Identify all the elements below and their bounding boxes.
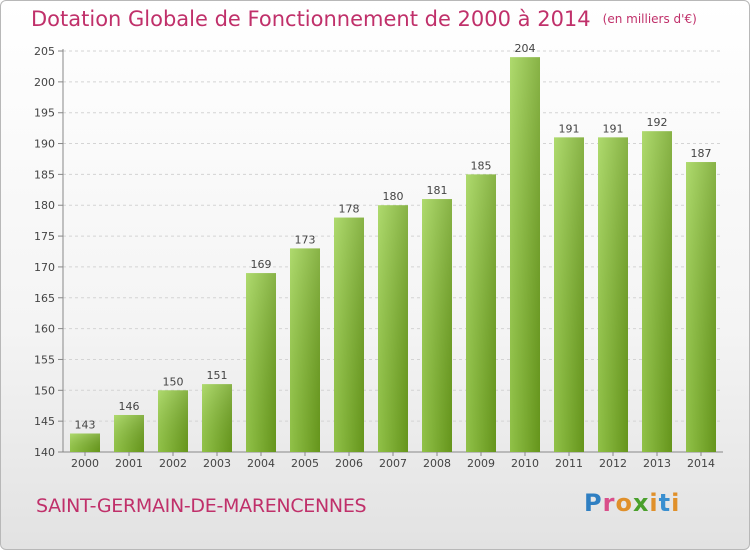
x-tick-label: 2003 — [203, 457, 231, 470]
y-tick-label: 205 — [34, 45, 55, 58]
bar-shade — [202, 384, 232, 452]
bar-value-label: 191 — [603, 122, 624, 135]
x-tick-label: 2013 — [643, 457, 671, 470]
bar-shade — [422, 199, 452, 452]
bar-value-label: 187 — [691, 147, 712, 160]
proxiti-logo: Proxiti — [584, 489, 681, 517]
bar-shade — [466, 174, 496, 452]
unit-note: (en milliers d'€) — [602, 12, 697, 26]
x-tick-label: 2001 — [115, 457, 143, 470]
x-tick-label: 2002 — [159, 457, 187, 470]
x-tick-label: 2000 — [71, 457, 99, 470]
x-tick-label: 2012 — [599, 457, 627, 470]
bar-shade — [114, 414, 144, 452]
x-tick-label: 2005 — [291, 457, 319, 470]
bar-value-label: 150 — [163, 375, 184, 388]
y-tick-label: 140 — [34, 446, 55, 459]
bar-value-label: 169 — [251, 258, 272, 271]
bar-value-label: 146 — [119, 400, 140, 413]
x-tick-label: 2008 — [423, 457, 451, 470]
chart-title-text: Dotation Globale de Fonctionnement de 20… — [31, 7, 591, 31]
bar-shade — [378, 205, 408, 452]
bar-shade — [598, 137, 628, 452]
y-tick-label: 165 — [34, 292, 55, 305]
commune-name: SAINT-GERMAIN-DE-MARENCENNES — [36, 495, 367, 517]
x-tick-label: 2010 — [511, 457, 539, 470]
bar-value-label: 204 — [515, 42, 536, 55]
y-tick-label: 145 — [34, 415, 55, 428]
bar-shade — [70, 433, 100, 452]
y-tick-label: 195 — [34, 107, 55, 120]
x-axis: 2000 2001 2002 2003 2004 2005 2006 2007 2008 2009… — [71, 452, 715, 470]
bar-value-label: 181 — [427, 184, 448, 197]
bar-shade — [642, 131, 672, 452]
bar-shade — [334, 217, 364, 452]
x-tick-label: 2007 — [379, 457, 407, 470]
bar-shade — [554, 137, 584, 452]
x-tick-label: 2009 — [467, 457, 495, 470]
bar-value-label: 151 — [207, 369, 228, 382]
y-tick-label: 200 — [34, 76, 55, 89]
bar-shade — [510, 57, 540, 453]
y-tick-label: 150 — [34, 384, 55, 397]
x-tick-label: 2014 — [687, 457, 715, 470]
y-tick-label: 185 — [34, 168, 55, 181]
bar-value-label: 185 — [471, 159, 492, 172]
bar-value-label: 191 — [559, 122, 580, 135]
bar-shade — [158, 390, 188, 452]
bars: 143 146 150 151 169 173 178 180 181 185 204 191 191 1… — [70, 42, 716, 453]
y-tick-label: 190 — [34, 138, 55, 151]
bar-value-label: 192 — [647, 116, 668, 129]
y-tick-label: 180 — [34, 199, 55, 212]
chart-title: Dotation Globale de Fonctionnement de 20… — [31, 7, 697, 31]
bar-shade — [290, 248, 320, 452]
x-tick-label: 2004 — [247, 457, 275, 470]
bar-value-label: 143 — [75, 418, 96, 431]
y-axis: 140 145 150 155 160 165 170 175 180 185 190 195 200 2… — [34, 45, 723, 459]
bar-shade — [246, 273, 276, 452]
y-tick-label: 155 — [34, 353, 55, 366]
bar-value-label: 173 — [295, 233, 316, 246]
bar-value-label: 178 — [339, 203, 360, 216]
x-tick-label: 2011 — [555, 457, 583, 470]
y-tick-label: 175 — [34, 230, 55, 243]
bar-shade — [686, 162, 716, 453]
x-tick-label: 2006 — [335, 457, 363, 470]
bar-value-label: 180 — [383, 190, 404, 203]
y-tick-label: 160 — [34, 323, 55, 336]
y-tick-label: 170 — [34, 261, 55, 274]
